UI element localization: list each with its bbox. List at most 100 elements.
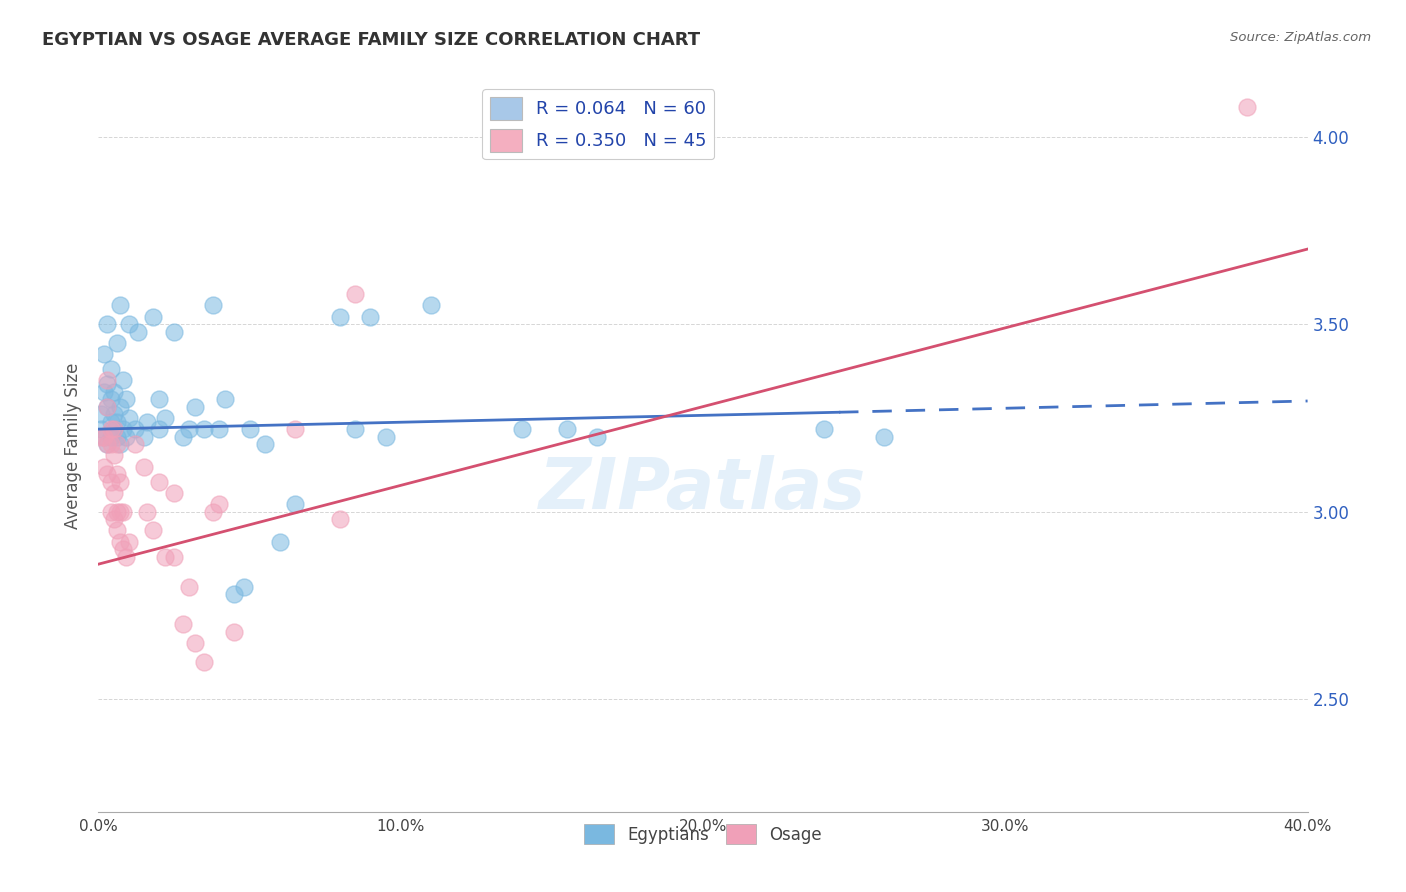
- Point: [1236, 99, 1258, 113]
- Point: [96, 400, 118, 414]
- Legend: Egyptians, Osage: Egyptians, Osage: [578, 817, 828, 851]
- Point: [100, 429, 122, 443]
- Point: [100, 475, 122, 489]
- Point: [108, 505, 131, 519]
- Point: [118, 410, 141, 425]
- Point: [96, 400, 118, 414]
- Point: [153, 549, 176, 564]
- Point: [135, 415, 157, 429]
- Point: [148, 392, 170, 406]
- Point: [103, 512, 125, 526]
- Point: [124, 437, 146, 451]
- Point: [100, 362, 122, 376]
- Point: [172, 617, 194, 632]
- Point: [214, 392, 236, 406]
- Point: [100, 392, 122, 406]
- Point: [96, 373, 118, 387]
- Point: [105, 467, 128, 482]
- Point: [90, 422, 112, 436]
- Point: [184, 400, 207, 414]
- Point: [90, 407, 112, 421]
- Point: [108, 534, 131, 549]
- Point: [100, 422, 122, 436]
- Point: [374, 429, 396, 443]
- Point: [118, 534, 141, 549]
- Point: [329, 310, 352, 324]
- Point: [93, 459, 115, 474]
- Point: [105, 524, 128, 538]
- Point: [284, 422, 307, 436]
- Point: [184, 636, 207, 650]
- Point: [111, 542, 134, 557]
- Point: [202, 505, 225, 519]
- Point: [132, 459, 155, 474]
- Point: [90, 429, 112, 443]
- Point: [96, 377, 118, 392]
- Point: [118, 317, 141, 331]
- Point: [208, 422, 231, 436]
- Point: [510, 422, 533, 436]
- Point: [135, 505, 157, 519]
- Point: [100, 505, 122, 519]
- Point: [124, 422, 146, 436]
- Point: [105, 505, 128, 519]
- Text: Source: ZipAtlas.com: Source: ZipAtlas.com: [1230, 31, 1371, 45]
- Point: [111, 505, 134, 519]
- Point: [193, 422, 215, 436]
- Point: [114, 429, 136, 443]
- Point: [93, 347, 115, 361]
- Point: [813, 422, 835, 436]
- Point: [103, 384, 125, 399]
- Point: [114, 392, 136, 406]
- Point: [105, 437, 128, 451]
- Point: [103, 422, 125, 436]
- Point: [420, 298, 443, 312]
- Point: [105, 429, 128, 443]
- Point: [93, 429, 115, 443]
- Point: [224, 587, 246, 601]
- Point: [360, 310, 382, 324]
- Point: [105, 415, 128, 429]
- Point: [108, 298, 131, 312]
- Point: [108, 475, 131, 489]
- Point: [284, 497, 307, 511]
- Point: [96, 317, 118, 331]
- Point: [114, 549, 136, 564]
- Point: [148, 475, 170, 489]
- Point: [179, 422, 201, 436]
- Point: [105, 335, 128, 350]
- Point: [239, 422, 262, 436]
- Point: [555, 422, 578, 436]
- Point: [96, 437, 118, 451]
- Point: [96, 437, 118, 451]
- Point: [253, 437, 276, 451]
- Point: [179, 580, 201, 594]
- Text: EGYPTIAN VS OSAGE AVERAGE FAMILY SIZE CORRELATION CHART: EGYPTIAN VS OSAGE AVERAGE FAMILY SIZE CO…: [42, 31, 700, 49]
- Point: [108, 400, 131, 414]
- Point: [111, 373, 134, 387]
- Point: [202, 298, 225, 312]
- Point: [103, 486, 125, 500]
- Point: [344, 422, 367, 436]
- Point: [103, 449, 125, 463]
- Point: [100, 437, 122, 451]
- Point: [163, 486, 186, 500]
- Point: [208, 497, 231, 511]
- Point: [93, 384, 115, 399]
- Point: [93, 429, 115, 443]
- Point: [269, 534, 291, 549]
- Point: [142, 524, 165, 538]
- Point: [344, 287, 367, 301]
- Point: [103, 422, 125, 436]
- Point: [329, 512, 352, 526]
- Point: [103, 407, 125, 421]
- Y-axis label: Average Family Size: Average Family Size: [65, 363, 83, 529]
- Point: [96, 467, 118, 482]
- Point: [586, 429, 609, 443]
- Point: [153, 410, 176, 425]
- Text: ZIPatlas: ZIPatlas: [540, 456, 866, 524]
- Point: [873, 429, 896, 443]
- Point: [111, 422, 134, 436]
- Point: [172, 429, 194, 443]
- Point: [224, 624, 246, 639]
